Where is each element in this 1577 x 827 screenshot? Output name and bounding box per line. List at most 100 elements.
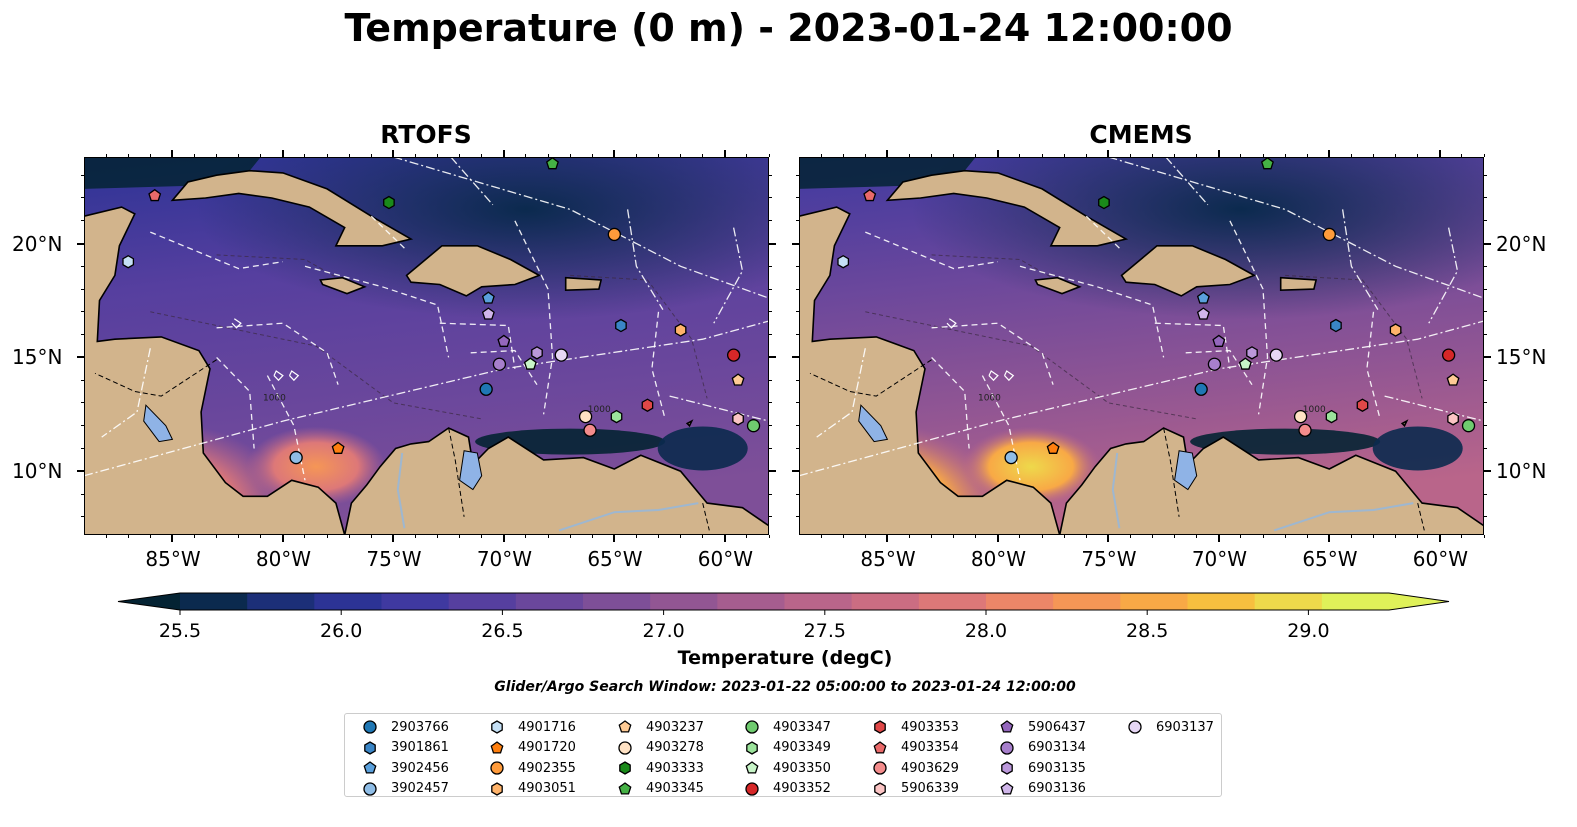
float-marker-4903354: [863, 188, 877, 202]
colorbar-segment: [583, 593, 651, 610]
circle-marker-icon: [745, 781, 759, 796]
lat-tick-label: 10°N: [12, 459, 63, 484]
float-marker-5906339: [1447, 412, 1459, 426]
rtofs-map-canvas: 1000 1000: [84, 157, 769, 535]
legend-item-3902456: 3902456: [363, 758, 449, 778]
legend-label: 4903278: [646, 740, 704, 755]
lon-tick-label: 65°W: [587, 547, 643, 571]
float-marker-4903237: [731, 373, 745, 386]
float-marker-4903345: [1260, 157, 1274, 170]
legend-item-5906339: 5906339: [873, 779, 959, 799]
legend-label: 4903354: [901, 740, 959, 755]
float-marker-6903135: [531, 346, 543, 360]
float-marker-5906437: [1212, 334, 1226, 347]
lat-tick-label: 20°N: [12, 231, 63, 256]
legend-item-2903766: 2903766: [363, 717, 449, 737]
legend-label: 4903333: [646, 760, 704, 776]
circle-marker-icon: [363, 781, 377, 796]
cmems-panel-title: CMEMS: [1089, 120, 1193, 149]
colorbar-tick-label: 27.0: [642, 620, 685, 642]
circle-marker-icon: [1128, 720, 1142, 734]
colorbar-tick-label: 25.5: [158, 620, 202, 642]
legend-label: 4903345: [646, 781, 704, 796]
float-marker-4903333: [383, 195, 395, 210]
float-marker-4903237: [1446, 373, 1460, 386]
legend-item-4903352: 4903352: [745, 779, 831, 799]
legend-item-4903350: 4903350: [745, 758, 831, 778]
lon-tick-label: 85°W: [145, 547, 201, 571]
float-marker-5906339: [732, 412, 744, 426]
legend-label: 3901861: [391, 740, 449, 755]
hexagon-marker-icon: [1001, 761, 1013, 775]
lat-tick-label: 20°N: [1496, 231, 1547, 256]
legend-item-4903349: 4903349: [745, 738, 831, 758]
legend-label: 4903629: [901, 760, 959, 776]
cmems-map[interactable]: 1000 1000: [799, 157, 1484, 535]
legend-item-6903134: 6903134: [1000, 738, 1086, 758]
legend-item-4903237: 4903237: [618, 717, 704, 737]
cmems-map-canvas: 1000 1000: [799, 157, 1484, 535]
float-marker-4903051: [674, 323, 687, 337]
legend-item-4903354: 4903354: [873, 738, 959, 758]
float-marker-4903349: [610, 409, 623, 424]
float-marker-3902457: [289, 450, 303, 465]
lon-tick-label: 75°W: [366, 547, 422, 571]
colorbar-segment: [448, 593, 517, 610]
circle-marker-icon: [873, 761, 887, 775]
colorbar-tick-label: 29.0: [1287, 620, 1330, 642]
float-marker-2903766: [1194, 382, 1208, 396]
float-legend: 2903766 3901861 3902456 3902457 4901716 49017…: [344, 713, 1222, 797]
float-marker-4902355: [1322, 227, 1336, 242]
colorbar-under-extension: [118, 593, 180, 610]
legend-label: 6903136: [1028, 781, 1086, 796]
colorbar-segment: [381, 593, 450, 610]
legend-item-4903347: 4903347: [745, 717, 831, 737]
float-marker-5906437: [497, 334, 511, 347]
pentagon-marker-icon: [490, 740, 504, 753]
legend-label: 2903766: [391, 719, 449, 735]
float-marker-4901716: [837, 254, 850, 269]
float-marker-6903136: [1196, 307, 1210, 320]
legend-item-6903137: 6903137: [1128, 717, 1214, 737]
legend-item-4902355: 4902355: [490, 758, 576, 778]
float-marker-6903137: [554, 348, 568, 362]
float-marker-4903352: [726, 348, 741, 362]
hexagon-marker-icon: [874, 781, 886, 796]
legend-label: 4902355: [518, 760, 576, 776]
legend-label: 4903349: [773, 740, 831, 755]
rtofs-map[interactable]: 1000 1000: [84, 157, 769, 535]
float-marker-4903345: [545, 157, 559, 170]
rtofs-panel-title: RTOFS: [380, 120, 472, 149]
float-marker-3902456: [481, 291, 495, 304]
legend-label: 6903134: [1028, 740, 1086, 755]
float-marker-6903135: [1246, 346, 1258, 360]
float-marker-4903347: [1461, 419, 1476, 433]
colorbar-segment: [918, 593, 987, 610]
lon-tick-label: 80°W: [970, 547, 1027, 571]
legend-item-4901720: 4901720: [490, 738, 576, 758]
legend-item-4903345: 4903345: [618, 779, 704, 799]
isobath-label: 1000: [263, 394, 286, 404]
colorbar-segment: [1321, 593, 1390, 610]
lon-tick-label: 60°W: [697, 547, 754, 571]
float-marker-2903766: [479, 382, 493, 396]
float-marker-4903353: [641, 398, 654, 412]
circle-marker-icon: [1000, 740, 1014, 755]
colorbar-segment: [180, 593, 248, 610]
colorbar-label: Temperature (degC): [677, 647, 893, 669]
legend-label: 4901720: [518, 740, 576, 755]
float-marker-4903278: [1293, 409, 1308, 424]
circle-marker-icon: [363, 720, 377, 734]
circle-marker-icon: [745, 720, 759, 734]
float-marker-3902456: [1196, 291, 1210, 304]
colorbar-tick-label: 28.5: [1126, 620, 1169, 642]
colorbar-segment: [650, 593, 718, 610]
colorbar-segment: [515, 593, 584, 610]
pentagon-marker-icon: [873, 740, 887, 753]
float-marker-4903333: [1098, 195, 1110, 210]
hexagon-marker-icon: [619, 761, 631, 775]
legend-label: 4903350: [773, 760, 831, 776]
isobath-label: 1000: [978, 394, 1001, 404]
legend-label: 3902456: [391, 760, 449, 776]
float-marker-4901720: [1046, 441, 1060, 454]
